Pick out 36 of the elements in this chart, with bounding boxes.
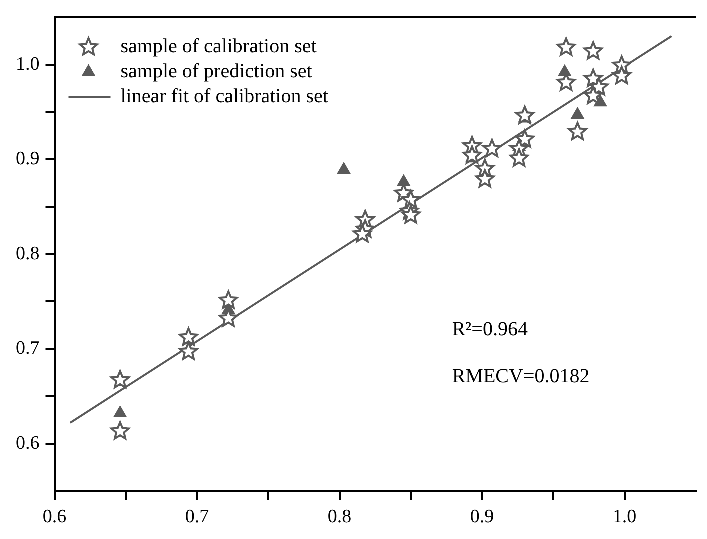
y-tick-label: 0.7 xyxy=(16,338,40,360)
annotation: R²=0.964 xyxy=(452,318,528,340)
x-tick-label: 1.0 xyxy=(612,506,637,528)
annotation: RMECV=0.0182 xyxy=(452,366,590,388)
legend-label: sample of calibration set xyxy=(120,36,318,58)
point xyxy=(110,370,130,389)
point xyxy=(515,106,535,124)
point xyxy=(338,162,350,174)
point xyxy=(584,42,603,60)
x-tick-label: 0.7 xyxy=(185,506,210,528)
point xyxy=(476,169,495,188)
point xyxy=(584,86,603,104)
point xyxy=(462,146,482,164)
legend-label: linear fit of calibration set xyxy=(120,86,329,108)
y-tick-label: 0.9 xyxy=(16,148,40,170)
point xyxy=(568,122,588,140)
x-tick-label: 0.8 xyxy=(328,506,352,528)
point xyxy=(612,66,632,84)
point xyxy=(398,175,410,186)
y-tick-label: 0.6 xyxy=(16,432,40,454)
point xyxy=(556,38,576,56)
x-tick-label: 0.9 xyxy=(470,506,494,528)
point xyxy=(352,224,372,243)
point xyxy=(114,406,126,418)
point xyxy=(179,328,198,346)
y-tick-label: 0.8 xyxy=(16,243,40,264)
x-tick-label: 0.6 xyxy=(42,506,67,528)
point xyxy=(219,290,238,310)
point xyxy=(401,205,421,224)
y-tick-label: 1.0 xyxy=(16,54,40,75)
point xyxy=(110,422,130,440)
legend-label: sample of prediction set xyxy=(120,60,313,83)
point xyxy=(482,139,502,158)
point xyxy=(572,108,584,120)
point xyxy=(179,342,198,360)
point xyxy=(510,148,529,167)
